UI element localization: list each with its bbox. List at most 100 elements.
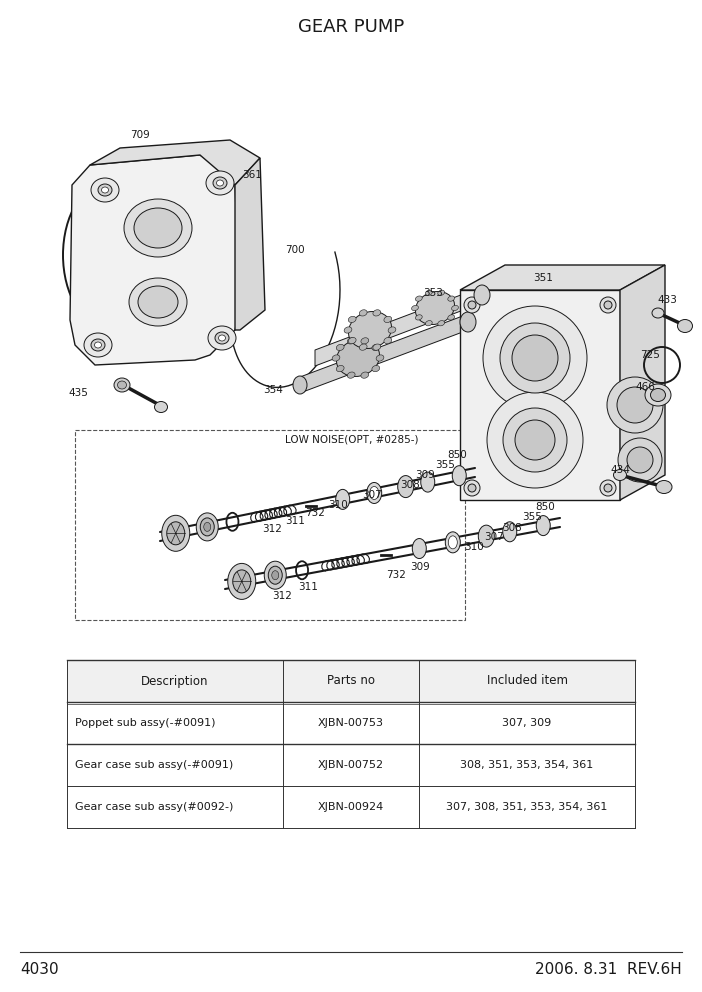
Text: XJBN-00752: XJBN-00752 — [318, 760, 384, 770]
Ellipse shape — [460, 312, 476, 332]
Text: 351: 351 — [533, 273, 553, 283]
Text: GEAR PUMP: GEAR PUMP — [298, 18, 404, 36]
Ellipse shape — [348, 316, 356, 322]
Polygon shape — [460, 265, 665, 290]
Ellipse shape — [503, 522, 517, 542]
Ellipse shape — [448, 314, 455, 320]
Ellipse shape — [332, 355, 340, 361]
Polygon shape — [235, 158, 265, 330]
Ellipse shape — [167, 522, 185, 545]
Text: 850: 850 — [535, 502, 555, 512]
Ellipse shape — [293, 376, 307, 394]
Ellipse shape — [336, 344, 344, 350]
Ellipse shape — [215, 332, 229, 344]
Text: 700: 700 — [285, 245, 305, 255]
Ellipse shape — [216, 180, 223, 186]
Ellipse shape — [213, 177, 227, 189]
Text: 307: 307 — [484, 532, 504, 542]
Ellipse shape — [138, 286, 178, 318]
Text: 2006. 8.31  REV.6H: 2006. 8.31 REV.6H — [535, 962, 682, 977]
Text: 361: 361 — [242, 170, 262, 180]
Ellipse shape — [388, 327, 396, 333]
Ellipse shape — [129, 278, 187, 326]
Ellipse shape — [656, 480, 672, 493]
Text: 310: 310 — [328, 500, 347, 510]
Ellipse shape — [361, 337, 369, 344]
Ellipse shape — [614, 469, 626, 480]
Text: 732: 732 — [305, 508, 325, 518]
Circle shape — [617, 387, 653, 423]
Ellipse shape — [336, 365, 344, 372]
Ellipse shape — [412, 539, 426, 558]
Ellipse shape — [478, 525, 494, 548]
Ellipse shape — [91, 339, 105, 351]
Ellipse shape — [373, 310, 380, 316]
Text: 732: 732 — [386, 570, 406, 580]
Ellipse shape — [124, 199, 192, 257]
Text: 354: 354 — [263, 385, 283, 395]
Polygon shape — [90, 140, 260, 185]
Ellipse shape — [268, 566, 282, 584]
Ellipse shape — [95, 342, 102, 348]
Polygon shape — [460, 290, 620, 500]
Text: 850: 850 — [447, 450, 467, 460]
Ellipse shape — [98, 184, 112, 196]
Circle shape — [604, 484, 612, 492]
Ellipse shape — [376, 355, 384, 361]
Text: Description: Description — [141, 675, 208, 687]
Ellipse shape — [200, 518, 214, 536]
Text: 709: 709 — [130, 130, 150, 140]
Ellipse shape — [474, 285, 490, 305]
Text: 725: 725 — [640, 350, 660, 360]
Circle shape — [487, 392, 583, 488]
Ellipse shape — [114, 378, 130, 392]
Text: 434: 434 — [610, 465, 630, 475]
Ellipse shape — [384, 316, 392, 322]
Text: XJBN-00753: XJBN-00753 — [318, 718, 384, 728]
Text: XJBN-00924: XJBN-00924 — [318, 802, 384, 812]
Ellipse shape — [154, 402, 168, 413]
Ellipse shape — [438, 290, 444, 296]
Text: 309: 309 — [410, 562, 430, 572]
Text: 309: 309 — [415, 470, 435, 480]
Ellipse shape — [445, 532, 461, 553]
Ellipse shape — [344, 327, 352, 333]
Ellipse shape — [218, 335, 225, 341]
Bar — [67, 660, 635, 702]
Ellipse shape — [438, 320, 444, 325]
Text: 308: 308 — [400, 480, 420, 490]
Ellipse shape — [359, 344, 367, 350]
Ellipse shape — [416, 314, 422, 320]
Ellipse shape — [206, 171, 234, 195]
Circle shape — [604, 301, 612, 309]
Text: Gear case sub assy(#0092-): Gear case sub assy(#0092-) — [75, 802, 233, 812]
Circle shape — [600, 297, 616, 313]
Ellipse shape — [117, 381, 126, 389]
Circle shape — [607, 377, 663, 433]
Ellipse shape — [416, 296, 422, 302]
Text: LOW NOISE(OPT, #0285-): LOW NOISE(OPT, #0285-) — [285, 435, 418, 445]
Ellipse shape — [449, 536, 457, 549]
Polygon shape — [315, 287, 482, 366]
Ellipse shape — [336, 339, 380, 377]
Text: 355: 355 — [522, 512, 542, 522]
Text: 311: 311 — [285, 516, 305, 526]
Ellipse shape — [425, 320, 432, 325]
Ellipse shape — [102, 187, 109, 193]
Ellipse shape — [677, 319, 692, 332]
Text: 435: 435 — [68, 388, 88, 398]
Text: 307, 309: 307, 309 — [503, 718, 552, 728]
Ellipse shape — [420, 472, 435, 492]
Ellipse shape — [227, 563, 256, 599]
Text: 312: 312 — [272, 591, 292, 601]
Circle shape — [618, 438, 662, 482]
Circle shape — [515, 420, 555, 460]
Ellipse shape — [359, 310, 367, 316]
Ellipse shape — [208, 326, 236, 350]
Ellipse shape — [448, 296, 455, 302]
Ellipse shape — [645, 384, 671, 406]
Ellipse shape — [452, 465, 466, 486]
Text: 355: 355 — [435, 460, 455, 470]
Ellipse shape — [536, 516, 550, 536]
Text: Included item: Included item — [486, 675, 568, 687]
